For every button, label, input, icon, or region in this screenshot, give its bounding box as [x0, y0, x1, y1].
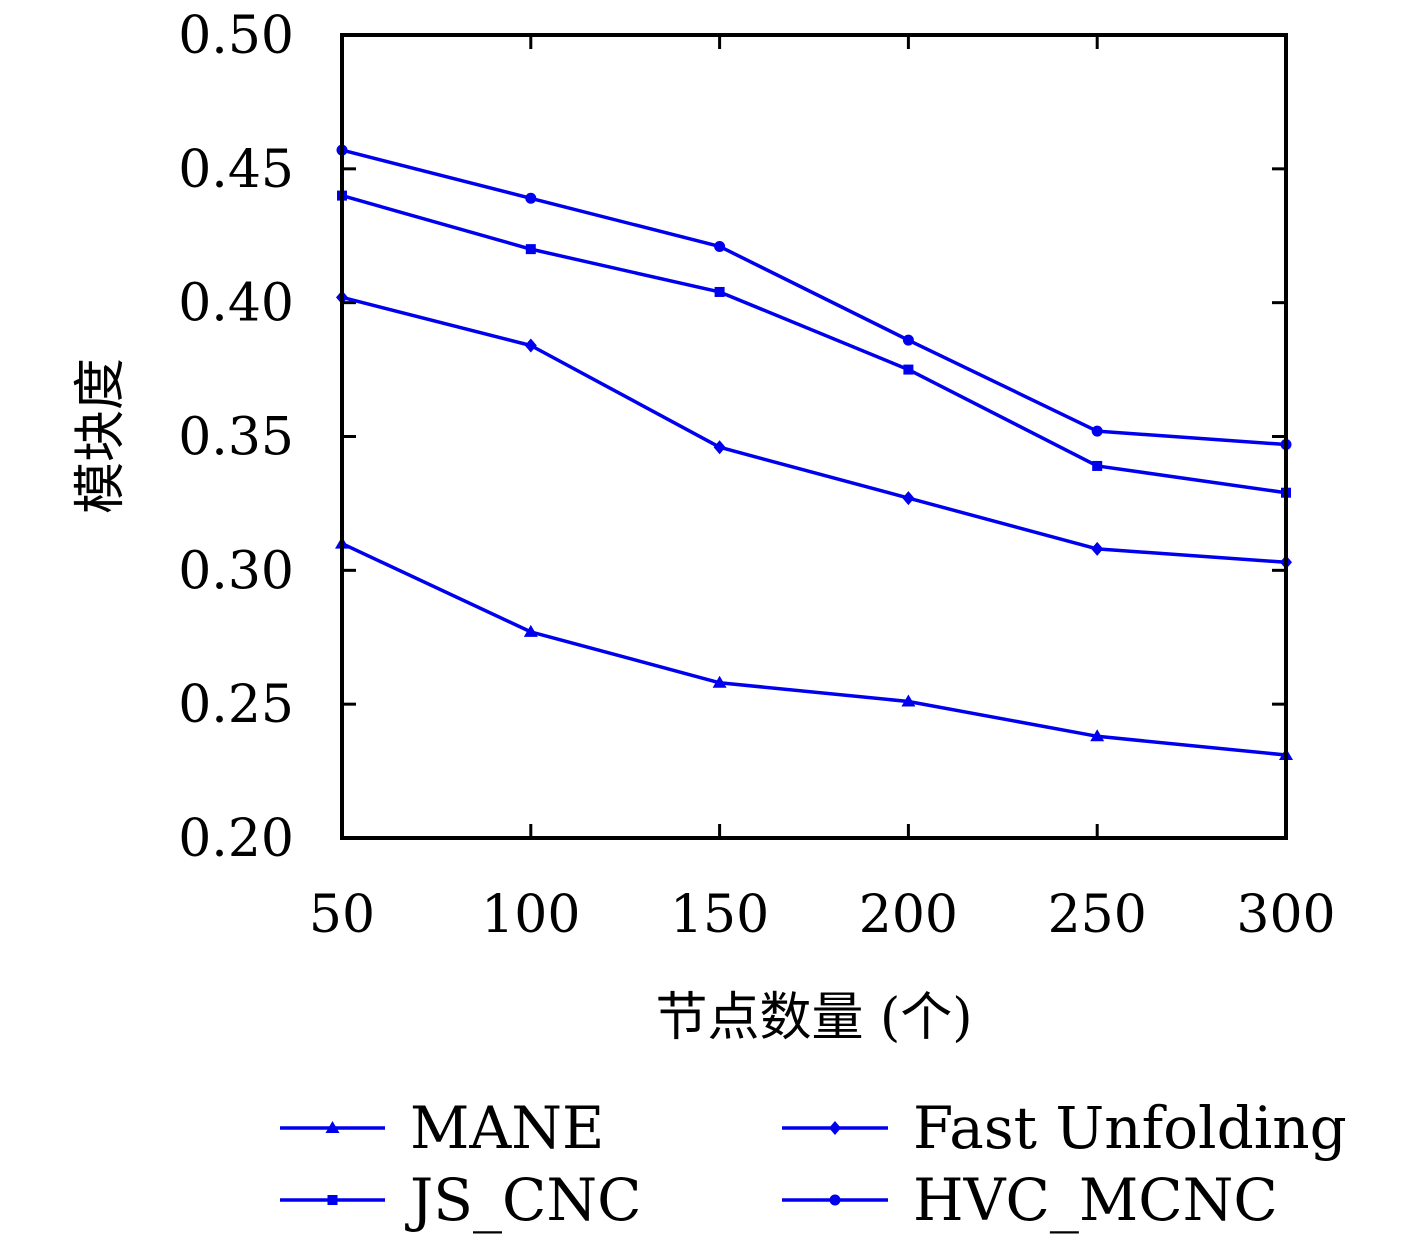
- legend-entry-mane: MANE: [280, 1094, 604, 1162]
- legend-swatch-marker: [325, 1121, 340, 1133]
- x-tick-label: 250: [1048, 885, 1147, 945]
- ticks-layer: [340, 33, 1288, 840]
- data-point-fast-unfolding: [902, 491, 915, 506]
- legend-swatch-marker: [829, 1121, 841, 1135]
- y-tick-label: 0.30: [178, 541, 294, 601]
- legend-swatch-marker: [829, 1194, 841, 1206]
- y-tick-label: 0.20: [178, 809, 294, 869]
- y-tick-label: 0.40: [178, 274, 294, 334]
- data-point-js-cnc: [1092, 460, 1103, 471]
- data-point-mane: [901, 694, 916, 707]
- x-axis-title: 节点数量 (个): [655, 988, 972, 1048]
- series-line-hvc-mcnc: [341, 148, 1287, 447]
- series-line-fast-unfolding: [341, 295, 1287, 565]
- data-point-hvc-mcnc: [525, 192, 537, 204]
- legend-entry-fast-unfolding: Fast Unfolding: [782, 1094, 1347, 1162]
- data-point-fast-unfolding: [1091, 541, 1104, 556]
- legend-label: HVC_MCNC: [913, 1166, 1278, 1234]
- legend-label: Fast Unfolding: [913, 1094, 1347, 1162]
- x-tick-label: 50: [309, 885, 375, 945]
- legend-swatch-marker: [327, 1195, 338, 1205]
- data-point-js-cnc: [714, 286, 725, 297]
- legend-label: MANE: [410, 1094, 604, 1162]
- y-axis-title: 模块度: [71, 358, 131, 514]
- legend-entry-js-cnc: JS_CNC: [280, 1166, 642, 1234]
- series-line-mane: [341, 541, 1287, 757]
- y-tick-label: 0.35: [178, 408, 294, 468]
- x-tick-label: 200: [859, 885, 958, 945]
- y-tick-label: 0.45: [178, 140, 294, 200]
- x-tick-label: 150: [670, 885, 769, 945]
- data-point-js-cnc: [525, 244, 536, 255]
- labels-layer: 0.20 0.25 0.30 0.35 0.40 0.45 0.50 50 100 150 200 2…: [178, 6, 1335, 945]
- data-point-hvc-mcnc: [1091, 425, 1103, 437]
- x-tick-label: 100: [481, 885, 580, 945]
- y-tick-label: 0.50: [178, 6, 294, 66]
- series-layer: [335, 144, 1293, 761]
- legend: MANE Fast Unfolding JS_CNC HVC_MCNC: [280, 1094, 1347, 1234]
- data-point-hvc-mcnc: [714, 240, 726, 252]
- y-tick-label: 0.25: [178, 675, 294, 735]
- data-point-js-cnc: [903, 364, 914, 375]
- data-point-fast-unfolding: [713, 440, 726, 455]
- series-line-js-cnc: [341, 193, 1287, 495]
- data-point-mane: [712, 675, 727, 688]
- data-point-hvc-mcnc: [902, 334, 914, 346]
- data-point-fast-unfolding: [524, 338, 537, 353]
- data-point-mane: [1090, 729, 1105, 742]
- plot-frame: [340, 33, 1288, 840]
- legend-label: JS_CNC: [405, 1166, 642, 1234]
- legend-entry-hvc-mcnc: HVC_MCNC: [782, 1166, 1278, 1234]
- data-point-mane: [523, 624, 538, 637]
- x-tick-label: 300: [1236, 885, 1335, 945]
